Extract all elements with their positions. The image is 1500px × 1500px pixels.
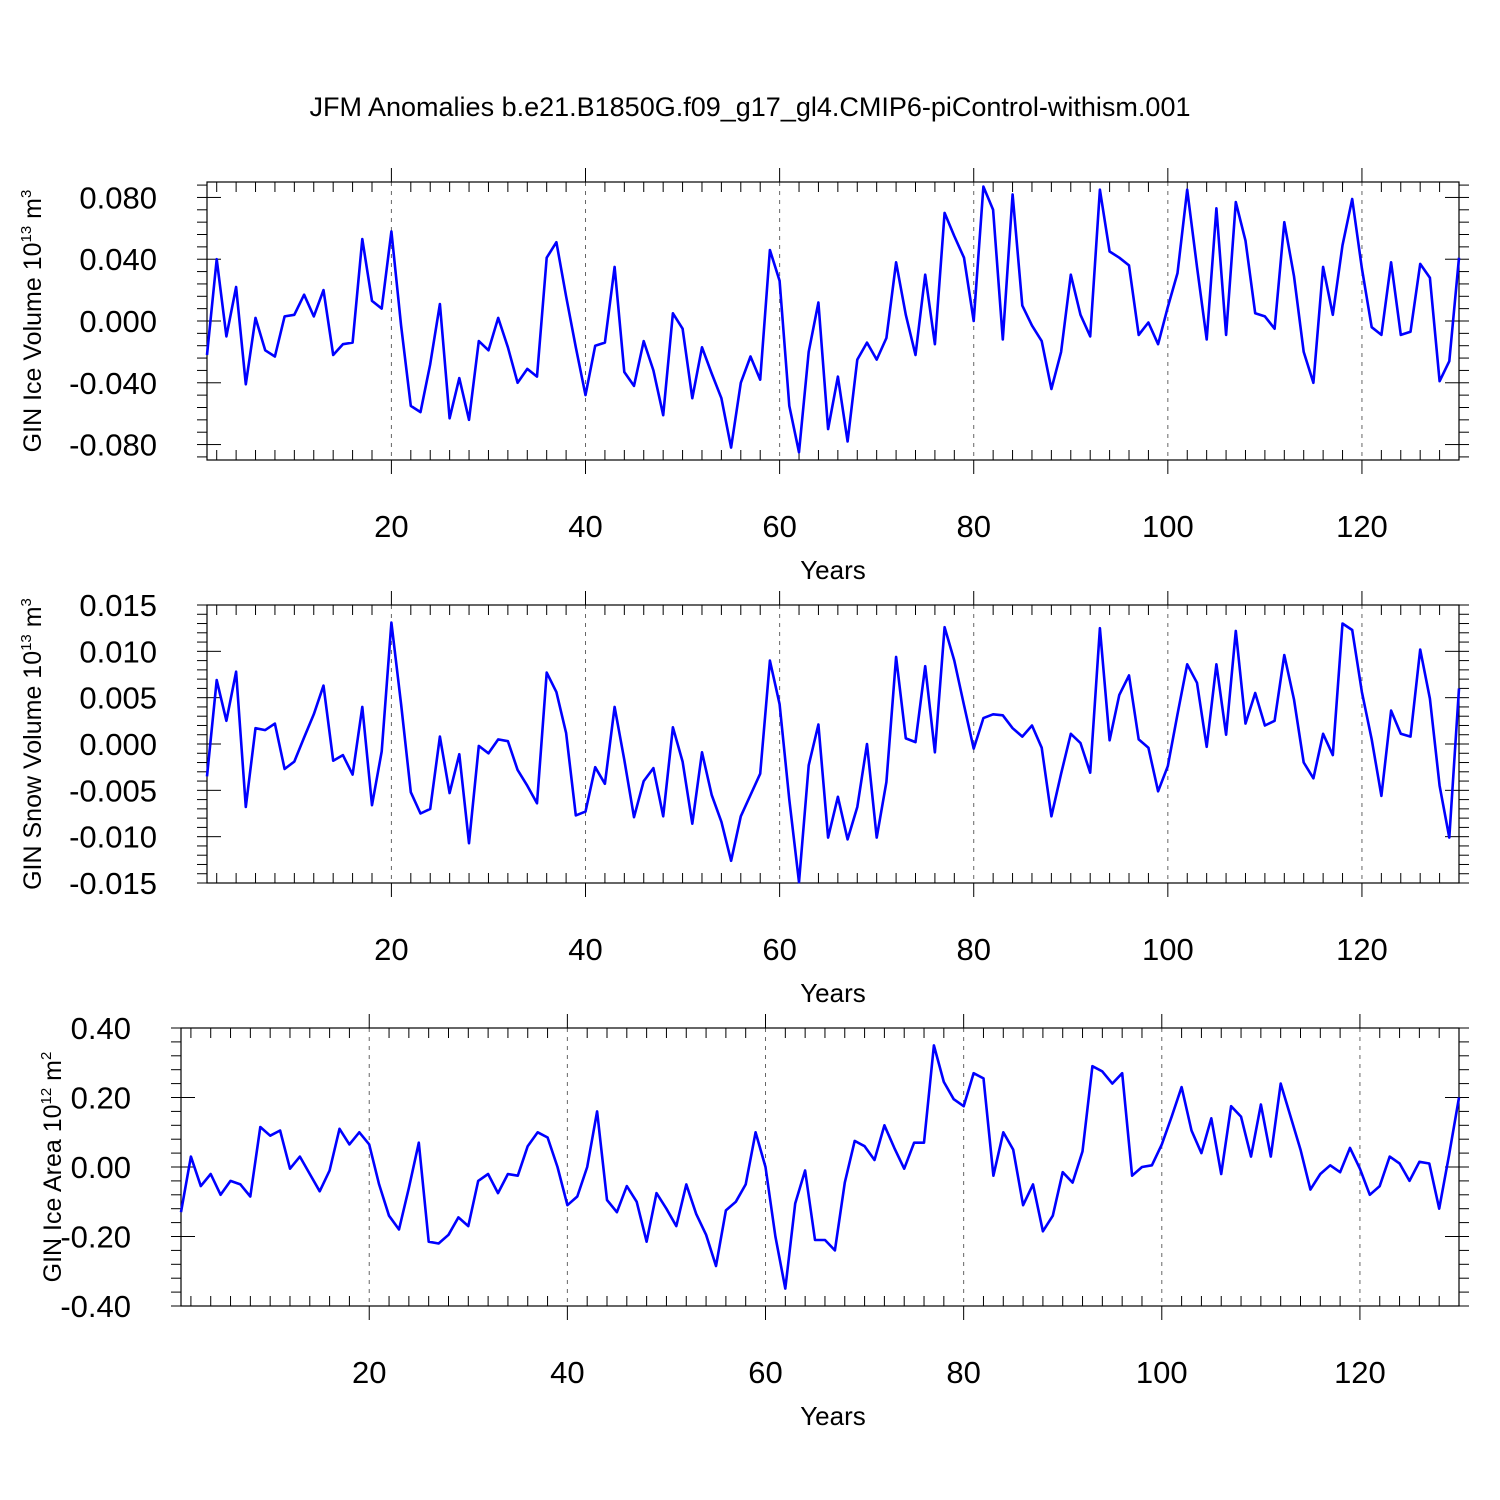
y-axis-title: GIN Ice Volume 1013 m3: [18, 190, 47, 453]
x-tick-label: 60: [762, 932, 796, 967]
y-tick-label: 0.080: [79, 180, 157, 215]
x-tick-label: 20: [374, 932, 408, 967]
x-tick-label: 60: [762, 509, 796, 544]
y-axis-title: GIN Ice Area 1012 m2: [38, 1052, 67, 1283]
plot-frame: [180, 1027, 1460, 1307]
x-tick-label: 20: [352, 1355, 386, 1390]
x-tick-label: 40: [568, 509, 602, 544]
y-tick-label: 0.040: [79, 242, 157, 277]
x-tick-label: 80: [956, 932, 990, 967]
y-tick-label: -0.40: [60, 1289, 131, 1324]
y-tick-label: 0.005: [79, 681, 157, 716]
y-axis-title: GIN Snow Volume 1013 m3: [18, 598, 47, 890]
y-tick-label: -0.040: [69, 366, 157, 401]
y-tick-label: -0.20: [60, 1220, 131, 1255]
x-tick-label: 80: [956, 509, 990, 544]
y-tick-label: -0.080: [69, 428, 157, 463]
x-axis-title: Years: [800, 978, 866, 1008]
y-tick-label: 0.00: [71, 1150, 131, 1185]
y-tick-label: -0.015: [69, 866, 157, 901]
x-tick-label: 40: [550, 1355, 584, 1390]
y-tick-label: 0.000: [79, 727, 157, 762]
x-tick-label: 60: [748, 1355, 782, 1390]
y-tick-label: 0.000: [79, 304, 157, 339]
x-tick-label: 20: [374, 509, 408, 544]
y-tick-label: 0.40: [71, 1011, 131, 1046]
series-line-ice-area: [179, 1044, 1461, 1290]
panel-snow-volume: 20 40 60 80 100 120 0.015 0.010 0.005 0.000 -0.005…: [18, 588, 1469, 1008]
x-axis-title: Years: [800, 555, 866, 585]
panel-ice-volume: 20 40 60 80 100 120 0.080 0.040 0.000 -0.040 -0.08…: [18, 168, 1469, 585]
x-axis-title: Years: [800, 1401, 866, 1431]
y-tick-label: 0.015: [79, 588, 157, 623]
series-line-snow-volume: [205, 621, 1461, 884]
y-tick-label: 0.20: [71, 1081, 131, 1116]
x-tick-label: 100: [1136, 1355, 1188, 1390]
y-tick-label: 0.010: [79, 634, 157, 669]
x-tick-label: 120: [1336, 509, 1388, 544]
plot-frame: [206, 604, 1460, 884]
x-tick-label: 120: [1336, 932, 1388, 967]
figure-title: JFM Anomalies b.e21.B1850G.f09_g17_gl4.C…: [309, 92, 1191, 122]
plot-frame: [206, 181, 1460, 461]
panel-ice-area: 20 40 60 80 100 120 0.40 0.20 0.00 -0.20 -0.40 Year…: [38, 1011, 1469, 1431]
x-tick-label: 40: [568, 932, 602, 967]
x-tick-label: 100: [1142, 509, 1194, 544]
y-tick-label: -0.010: [69, 820, 157, 855]
series-line-ice-volume: [205, 185, 1461, 454]
y-tick-label: -0.005: [69, 773, 157, 808]
x-tick-label: 100: [1142, 932, 1194, 967]
x-tick-label: 120: [1334, 1355, 1386, 1390]
x-tick-label: 80: [946, 1355, 980, 1390]
